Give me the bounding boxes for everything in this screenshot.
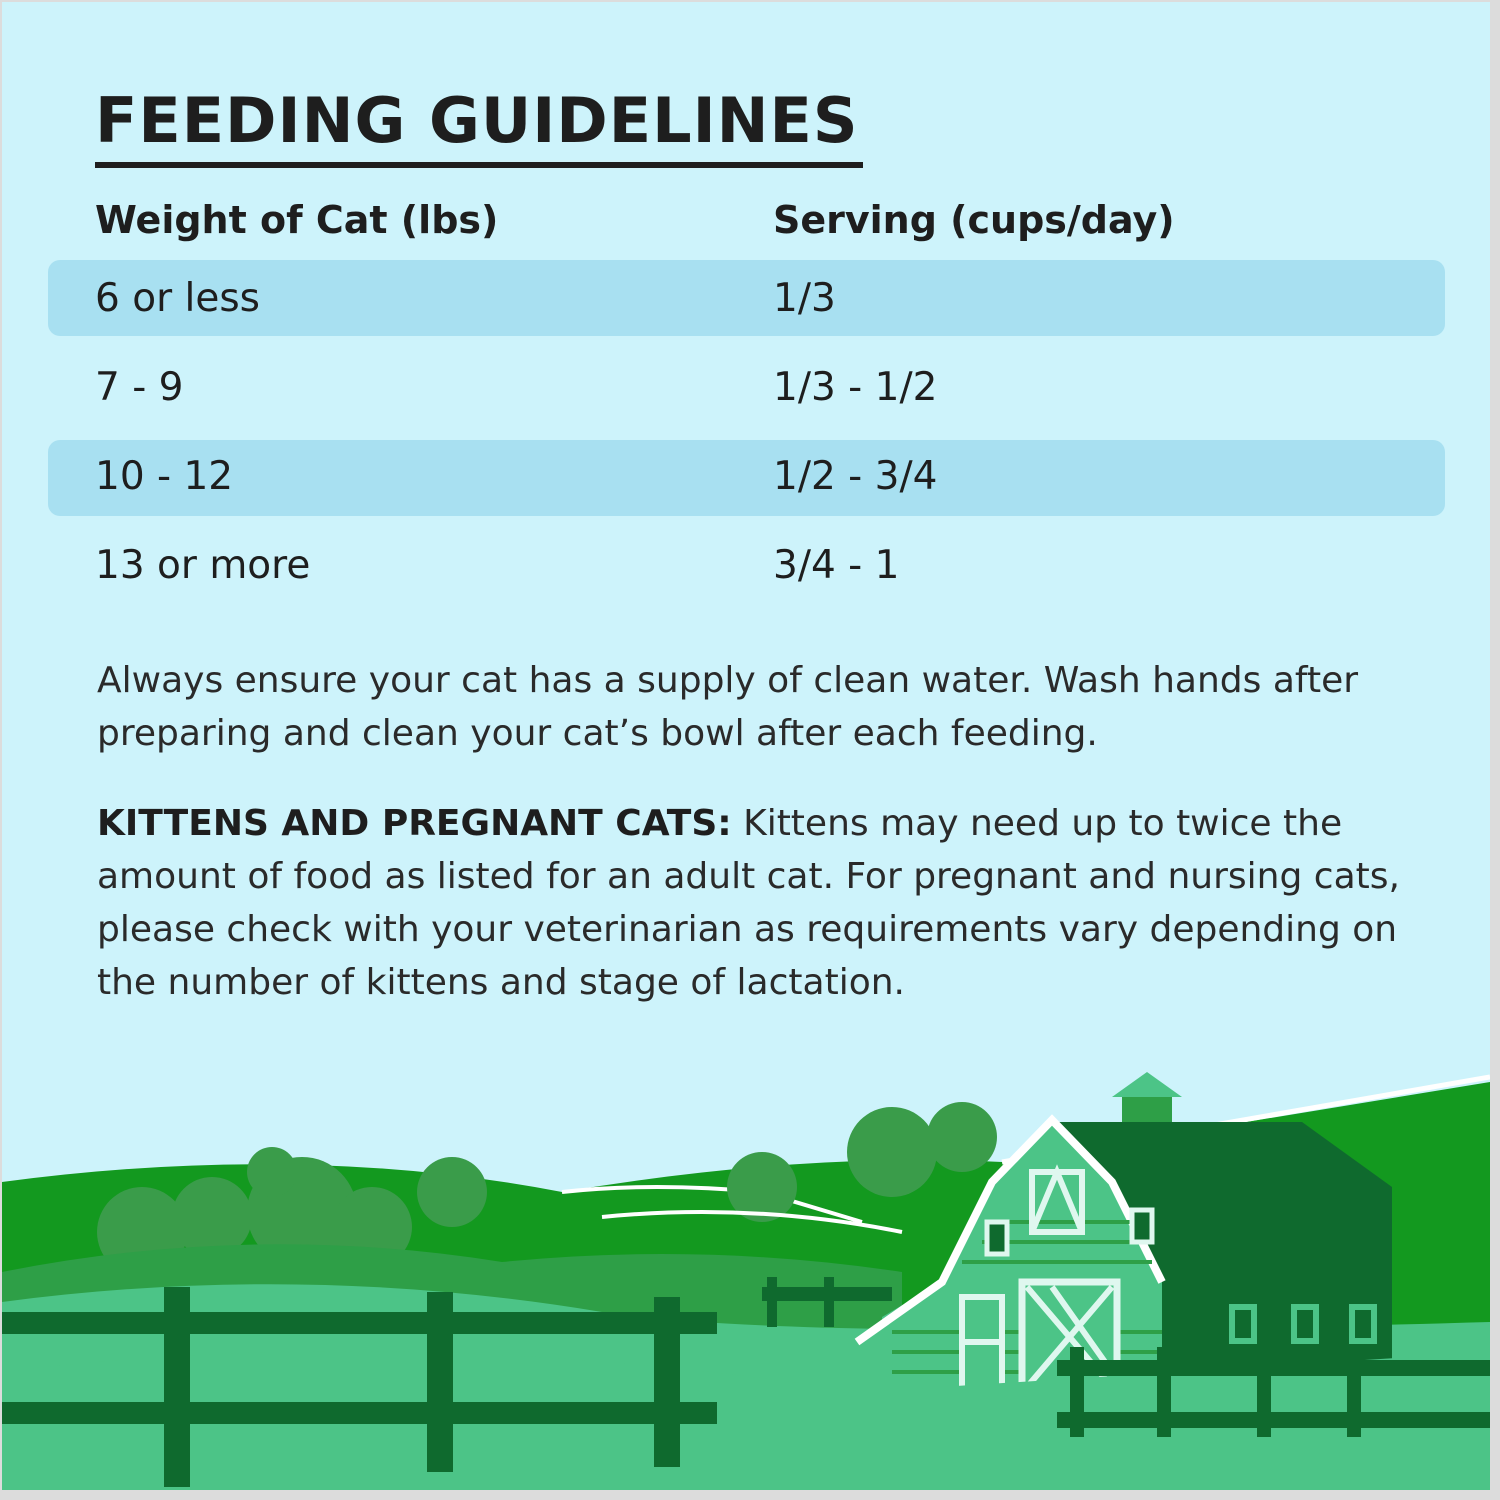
kittens-text: Kittens may need up to twice the amount … [97,803,1400,1003]
row-highlight [48,440,1445,516]
column-header-serving: Serving (cups/day) [773,198,1175,242]
serving-cell: 1/3 - 1/2 [773,365,938,410]
kittens-note: KITTENS AND PREGNANT CATS: Kittens may n… [97,797,1437,1009]
serving-cell: 1/2 - 3/4 [773,454,938,499]
weight-cell: 7 - 9 [95,365,184,410]
serving-cell: 1/3 [773,276,836,321]
weight-cell: 6 or less [95,276,260,321]
weight-cell: 10 - 12 [95,454,234,499]
water-note: Always ensure your cat has a supply of c… [97,660,1359,754]
kittens-label: KITTENS AND PREGNANT CATS: [97,803,732,844]
row-highlight [48,260,1445,336]
farm-barn-illustration [2,1072,1490,1490]
title-underline [95,162,863,168]
weight-cell: 13 or more [95,543,311,588]
serving-cell: 3/4 - 1 [773,543,900,588]
barn [854,1072,1392,1396]
wooden-fence [2,1277,1490,1487]
trees [97,1102,997,1277]
page-title: FEEDING GUIDELINES [95,84,859,157]
column-header-weight: Weight of Cat (lbs) [95,198,499,242]
